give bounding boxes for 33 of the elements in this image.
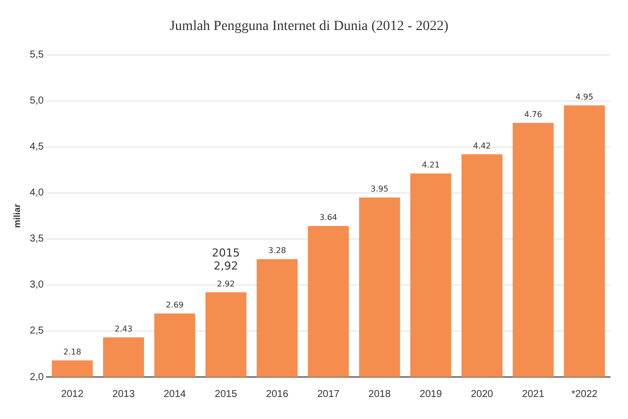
data-label: 3.28 bbox=[268, 246, 286, 256]
y-tick-label: 4,5 bbox=[30, 142, 44, 153]
data-label: 3.95 bbox=[370, 184, 388, 194]
data-label: 4.42 bbox=[473, 141, 491, 150]
data-label: 4.21 bbox=[422, 160, 440, 170]
data-label: 2.18 bbox=[63, 348, 82, 357]
y-axis-title: miliar bbox=[12, 203, 22, 228]
y-tick-label: 4,0 bbox=[30, 188, 44, 199]
x-tick-label: 2014 bbox=[164, 388, 186, 400]
y-tick-label: 5,5 bbox=[30, 50, 44, 61]
data-label: 4.76 bbox=[524, 110, 542, 119]
y-tick-label: 3,5 bbox=[30, 234, 44, 245]
data-label: 2.69 bbox=[166, 300, 184, 310]
x-tick-label: 2012 bbox=[61, 388, 84, 400]
x-tick-label: 2016 bbox=[266, 388, 289, 400]
data-label: 4.95 bbox=[575, 92, 594, 102]
chart-title: Jumlah Pengguna Internet di Dunia (2012 - 2022) bbox=[170, 19, 449, 34]
x-tick-label: 2013 bbox=[112, 388, 136, 400]
x-tick-label: *2022 bbox=[571, 388, 598, 400]
y-tick-label: 3,0 bbox=[30, 280, 44, 291]
x-tick-label: 2015 bbox=[214, 388, 238, 400]
y-tick-label: 2,0 bbox=[30, 372, 44, 383]
y-tick-label: 5,0 bbox=[30, 96, 44, 107]
x-tick-label: 2020 bbox=[470, 388, 494, 400]
y-tick-label: 2,5 bbox=[30, 326, 44, 337]
data-label: 3.64 bbox=[319, 213, 338, 222]
data-label: 2.92 bbox=[217, 279, 235, 288]
data-label: 2.43 bbox=[114, 324, 132, 334]
x-tick-label: 2021 bbox=[522, 388, 545, 400]
annotation: 2015 2,92 bbox=[212, 246, 240, 273]
x-tick-label: 2018 bbox=[368, 388, 392, 400]
x-tick-label: 2019 bbox=[420, 388, 442, 400]
x-tick-label: 2017 bbox=[317, 388, 340, 400]
